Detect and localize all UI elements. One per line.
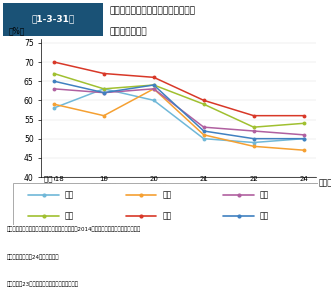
Text: 22: 22 [249, 176, 258, 182]
Text: （2006）: （2006） [41, 183, 67, 189]
Text: （2012）: （2012） [291, 183, 317, 189]
Text: 活動への参加率: 活動への参加率 [109, 28, 147, 37]
Text: 小５: 小５ [163, 211, 172, 220]
Text: （2008）: （2008） [141, 183, 167, 189]
Text: 小４: 小４ [65, 211, 74, 220]
Text: （2009）: （2009） [191, 183, 217, 189]
Text: 小６: 小６ [260, 211, 269, 220]
Text: 第1-3-31図: 第1-3-31図 [31, 14, 74, 23]
Bar [3, 3, 103, 36]
Text: 20: 20 [149, 176, 158, 182]
Text: 21: 21 [199, 176, 208, 182]
Text: 小２: 小２ [163, 190, 172, 199]
Text: （2010）: （2010） [241, 183, 267, 189]
Text: （2007）: （2007） [91, 183, 117, 189]
Text: （%）: （%） [8, 26, 25, 35]
Text: 19: 19 [99, 176, 108, 182]
Text: （注）平成23年度は調査が実施されていない。: （注）平成23年度は調査が実施されていない。 [7, 282, 79, 287]
Text: 小３: 小３ [260, 190, 269, 199]
Text: 24: 24 [299, 176, 308, 182]
Text: （出典）独立行政法人国立青少年教育振興機構（2014）「青少年の体験活動等に関する: （出典）独立行政法人国立青少年教育振興機構（2014）「青少年の体験活動等に関す… [7, 226, 141, 232]
Text: 小１: 小１ [65, 190, 74, 199]
Text: 平成 18: 平成 18 [44, 176, 64, 182]
Text: （年度）: （年度） [319, 178, 331, 188]
Text: 学校以外の団体などが行う自然体験: 学校以外の団体などが行う自然体験 [109, 6, 195, 15]
Text: 実態調査（平成24年度調査）」: 実態調査（平成24年度調査）」 [7, 254, 59, 260]
